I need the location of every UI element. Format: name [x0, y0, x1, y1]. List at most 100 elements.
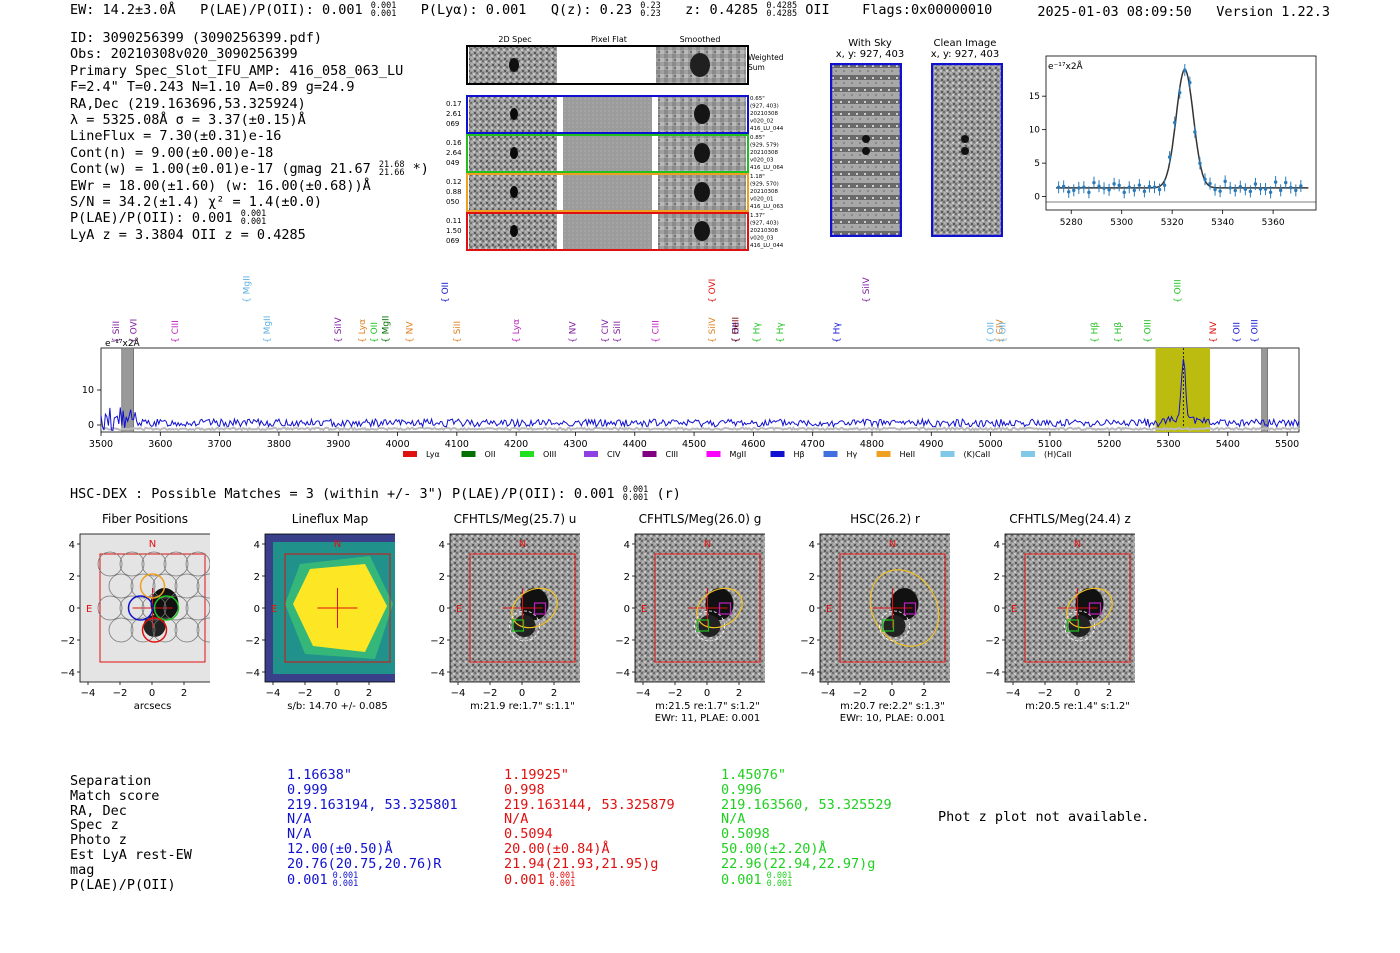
stamp-ytick-label: 2	[439, 572, 445, 583]
emission-line-label: { OIII	[1250, 319, 1260, 343]
zoom-point	[1072, 188, 1076, 193]
stamp-ytick-label: −2	[60, 636, 75, 647]
east-label: E	[86, 604, 92, 615]
match-value: 20.00(±0.84)Å	[504, 840, 610, 857]
zoom-ytick-label: 5	[1034, 159, 1040, 169]
cutout-left-label: 2.64	[446, 149, 462, 157]
spectrum-xtick-label: 5000	[979, 439, 1003, 450]
emission-line-label: { NV	[1209, 321, 1219, 343]
spectrum-frame	[100, 347, 1300, 433]
cutout-left-label: 069	[446, 237, 459, 245]
fiber	[119, 551, 145, 577]
cutout-row: 0.12 0.88 050 1.18" (929, 570)20210308 v020_0…	[446, 173, 784, 212]
with-sky-title: With Sky x, y: 927, 403	[835, 38, 905, 60]
cutout-right-label: 20210308	[750, 228, 778, 234]
match-value: 0.5098	[721, 826, 770, 843]
spectrum-ytick-label: 0	[88, 420, 94, 431]
fiber	[108, 617, 134, 643]
stamp-xtick-label: 2	[551, 688, 557, 699]
cutout-right-label: v020_03	[750, 158, 774, 164]
match-box	[533, 602, 547, 615]
emission-line-label: { NV	[405, 321, 415, 343]
label-spec-z: Spec z	[70, 817, 119, 834]
info-primary: Primary Spec_Slot_IFU_AMP: 416_058_063_L…	[70, 62, 404, 79]
col-smoothed: Smoothed	[680, 35, 721, 44]
header-flags: Flags:0x00000010	[862, 2, 993, 18]
match-labels: Separation Match score RA, Dec Spec z Ph…	[70, 774, 192, 892]
north-label: N	[334, 539, 341, 550]
stamp-xtick-label: 0	[889, 688, 895, 699]
legend-swatch	[584, 451, 598, 457]
match-circle	[879, 610, 910, 642]
cutout-right-label: (929, 570)	[750, 182, 779, 188]
match-value: 0.001 0.001 0.001	[721, 870, 793, 889]
legend-label: Hγ	[847, 450, 858, 459]
match-box	[1088, 602, 1102, 615]
stamp-xtick-label: −4	[821, 688, 836, 699]
emission-line-label: { CIII	[171, 320, 181, 343]
emission-line-label: { Hβ	[1090, 322, 1100, 343]
spectrum-xtick-label: 5100	[1038, 439, 1062, 450]
cutout-gap	[652, 174, 658, 211]
north-label: N	[889, 539, 896, 550]
source-blob	[513, 615, 536, 637]
cutout-left-label: 0.88	[446, 188, 462, 196]
fiber	[174, 617, 200, 643]
source-blob	[1068, 615, 1091, 637]
match-value: N/A	[287, 826, 312, 843]
stamp-title: Lineflux Map	[291, 512, 369, 526]
zoom-point	[1112, 182, 1116, 186]
weighted-sum-label: Weighted	[748, 53, 784, 62]
stamp-xtick-label: 2	[366, 688, 372, 699]
header-plae-range: 0.001 0.001	[370, 1, 397, 19]
fiber	[152, 573, 178, 599]
match-value: 0.001 0.001 0.001	[287, 870, 359, 889]
zoom-point	[1067, 190, 1071, 194]
cutout-gap	[557, 213, 563, 250]
cutout-source	[510, 225, 518, 237]
zoom-point	[1208, 181, 1212, 186]
match-column: 1.16638" 0.999 219.163194, 53.325801 N/A N/A…	[287, 768, 458, 888]
zoom-ytick-label: 10	[1030, 126, 1040, 136]
cutout-right-label: (929, 579)	[750, 143, 779, 149]
emission-line-label: { CIII	[651, 320, 661, 343]
emission-line-label: { OVI	[130, 319, 140, 343]
stamp-xtick-label: 0	[1074, 688, 1080, 699]
info-ewr: EWr = 18.00(±1.60) (w: 16.00(±0.68))Å	[70, 177, 371, 194]
cutout-right-label: (927, 403)	[750, 104, 779, 110]
cutout-right-label: 20210308	[750, 150, 778, 156]
zoom-point	[1268, 190, 1273, 195]
cutout-gap	[557, 96, 563, 133]
match-value: 0.001 0.001 0.001	[504, 870, 576, 889]
spectrum-xtick-label: 5500	[1275, 439, 1299, 450]
label-mag: mag	[70, 861, 95, 878]
fiber-orange	[139, 573, 166, 599]
spectrum-xtick-label: 4800	[860, 439, 884, 450]
cutout-right-label: 1.37"	[750, 213, 765, 219]
zoom-point	[1061, 184, 1066, 189]
stamp-xtick-label: −4	[81, 688, 96, 699]
stamp-title: CFHTLS/Meg(26.0) g	[638, 512, 762, 526]
emission-line-label: { CIV	[601, 318, 611, 343]
stamp-xtick-label: 2	[181, 688, 187, 699]
legend-swatch	[642, 451, 657, 457]
fiber	[97, 551, 123, 577]
spectrum-xtick-label: 3900	[326, 439, 350, 450]
zoom-point	[1147, 184, 1152, 189]
stamp-ytick-label: 0	[809, 604, 815, 615]
stamp-xtick-label: −4	[636, 688, 651, 699]
emission-line-label: { CIV	[995, 318, 1005, 343]
spectrum-xtick-label: 5400	[1216, 439, 1240, 450]
stamp-xtick-label: −2	[113, 688, 128, 699]
zoom-point	[1157, 187, 1162, 192]
stamp-xtick-label: −4	[451, 688, 466, 699]
label-match-score: Match score	[70, 787, 160, 804]
legend-swatch	[461, 451, 476, 457]
info-id: ID: 3090256399 (3090256399.pdf)	[70, 30, 322, 46]
fiber	[196, 617, 210, 643]
zoom-point	[1294, 188, 1298, 193]
phot-z-message: Phot z plot not available.	[938, 809, 1150, 825]
match-circle	[694, 610, 725, 642]
legend-swatch	[403, 451, 417, 457]
zoom-xtick-label: 5320	[1161, 218, 1184, 228]
